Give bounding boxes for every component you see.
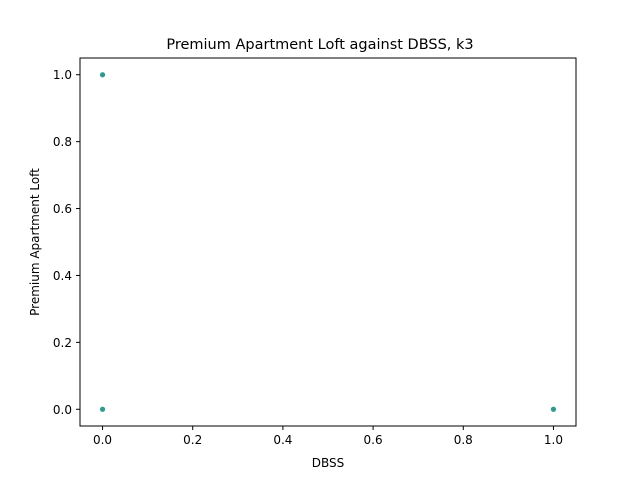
y-tick-label: 0.6 [53,202,72,216]
y-axis-ticks: 0.0 0.2 0.4 0.6 0.8 1.0 [53,68,80,417]
x-tick-label: 0.2 [183,433,202,447]
y-tick-label: 1.0 [53,68,72,82]
x-tick-label: 0.8 [454,433,473,447]
x-tick-label: 0.4 [273,433,292,447]
x-axis-ticks: 0.0 0.2 0.4 0.6 0.8 1.0 [93,426,563,447]
x-axis-label: DBSS [312,456,345,470]
data-point [550,406,557,412]
x-tick-label: 0.6 [364,433,383,447]
y-tick-label: 0.0 [53,403,72,417]
data-points [99,72,557,412]
data-point [99,406,106,412]
y-tick-label: 0.2 [53,336,72,350]
y-tick-label: 0.8 [53,135,72,149]
y-tick-label: 0.4 [53,269,72,283]
x-tick-label: 0.0 [93,433,112,447]
chart-title: Premium Apartment Loft against DBSS, k3 [166,37,473,53]
y-axis-label: Premium Apartment Loft [28,168,42,316]
axes-frame [79,57,577,427]
data-point [99,72,106,78]
x-tick-label: 1.0 [544,433,563,447]
plot-area: 0.0 0.2 0.4 0.6 0.8 1.0 0.0 0.2 0.4 0.6 0.8 1.0 [53,57,577,447]
